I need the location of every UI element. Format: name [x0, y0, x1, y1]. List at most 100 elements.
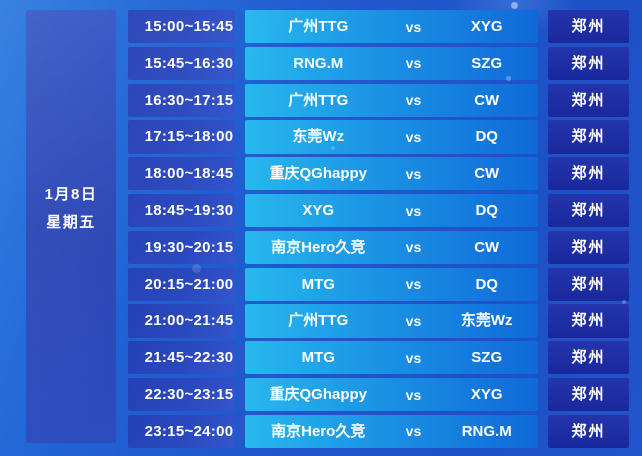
match-location-label: 郑州 — [571, 165, 606, 183]
vs-label: vs — [405, 128, 422, 145]
match-time-label: 15:00~15:45 — [144, 18, 234, 36]
match-location: 郑州 — [548, 304, 629, 338]
match-row: 20:15~21:00 MTG vs DQ 郑州 — [128, 267, 629, 301]
match-row: 15:00~15:45 广州TTG vs XYG 郑州 — [128, 10, 629, 44]
team2-name: CW — [474, 238, 500, 256]
match-time: 17:15~18:00 — [128, 120, 235, 154]
match-cell[interactable]: XYG vs DQ — [245, 193, 538, 228]
match-location: 郑州 — [548, 341, 629, 375]
team1-name: XYG — [302, 202, 335, 220]
match-location-label: 郑州 — [571, 91, 606, 109]
match-time-label: 20:15~21:00 — [144, 275, 234, 293]
team1-name: MTG — [301, 275, 335, 293]
schedule-rows: 15:00~15:45 广州TTG vs XYG 郑州 15:45~16:30 … — [128, 10, 629, 448]
team2-name: CW — [474, 165, 500, 183]
sparkle-dot — [622, 300, 626, 304]
team1-name: 南京Hero久竞 — [271, 422, 366, 440]
match-row: 17:15~18:00 东莞Wz vs DQ 郑州 — [128, 120, 629, 154]
match-time: 23:15~24:00 — [128, 414, 235, 448]
team2-name: SZG — [471, 54, 503, 72]
match-location-label: 郑州 — [571, 349, 606, 367]
team1-name: 南京Hero久竞 — [271, 238, 366, 256]
vs-label: vs — [405, 276, 422, 293]
vs-label: vs — [405, 423, 422, 440]
match-time-label: 17:15~18:00 — [144, 128, 234, 146]
team1-name: 重庆QGhappy — [269, 165, 367, 183]
team2-name: RNG.M — [461, 422, 512, 440]
match-time: 20:15~21:00 — [128, 267, 235, 301]
weekday-label: 星期五 — [46, 214, 96, 231]
match-row: 18:45~19:30 XYG vs DQ 郑州 — [128, 193, 629, 228]
date-panel: 1月8日 星期五 — [26, 10, 116, 443]
vs-label: vs — [405, 349, 422, 366]
match-cell[interactable]: 广州TTG vs 东莞Wz — [245, 304, 538, 338]
match-time: 16:30~17:15 — [128, 83, 235, 117]
match-location-label: 郑州 — [571, 128, 606, 146]
team1-name: 广州TTG — [288, 312, 349, 330]
sparkle-dot — [331, 146, 335, 150]
match-cell[interactable]: 南京Hero久竞 vs CW — [245, 230, 538, 264]
sparkle-dot — [192, 264, 201, 273]
vs-label: vs — [405, 92, 422, 109]
match-location: 郑州 — [548, 377, 629, 412]
match-cell[interactable]: MTG vs SZG — [245, 341, 538, 375]
match-time: 21:00~21:45 — [128, 304, 235, 338]
match-location: 郑州 — [548, 83, 629, 117]
vs-label: vs — [405, 165, 422, 182]
sparkle-dot — [506, 76, 511, 81]
match-location: 郑州 — [548, 120, 629, 154]
team2-name: XYG — [470, 386, 503, 404]
match-location-label: 郑州 — [571, 202, 606, 220]
team2-name: XYG — [470, 18, 503, 36]
match-location-label: 郑州 — [571, 275, 606, 293]
team1-name: MTG — [301, 349, 335, 367]
vs-label: vs — [405, 55, 422, 72]
match-row: 21:00~21:45 广州TTG vs 东莞Wz 郑州 — [128, 304, 629, 338]
team2-name: CW — [474, 91, 500, 109]
match-time-label: 22:30~23:15 — [144, 386, 234, 404]
match-cell[interactable]: 广州TTG vs XYG — [245, 10, 538, 44]
match-time-label: 18:45~19:30 — [144, 202, 234, 220]
match-cell[interactable]: RNG.M vs SZG — [245, 46, 538, 80]
match-row: 15:45~16:30 RNG.M vs SZG 郑州 — [128, 46, 629, 80]
team2-name: DQ — [475, 275, 498, 293]
match-location: 郑州 — [548, 46, 629, 80]
match-time: 15:45~16:30 — [128, 46, 235, 80]
match-time-label: 21:00~21:45 — [144, 312, 234, 330]
match-cell[interactable]: 南京Hero久竞 vs RNG.M — [245, 414, 538, 448]
team2-name: DQ — [475, 202, 498, 220]
match-row: 23:15~24:00 南京Hero久竞 vs RNG.M 郑州 — [128, 414, 629, 448]
match-cell[interactable]: 重庆QGhappy vs XYG — [245, 377, 538, 412]
match-row: 16:30~17:15 广州TTG vs CW 郑州 — [128, 83, 629, 117]
match-row: 18:00~18:45 重庆QGhappy vs CW 郑州 — [128, 157, 629, 191]
vs-label: vs — [405, 239, 422, 256]
team2-name: 东莞Wz — [460, 312, 513, 330]
vs-label: vs — [405, 386, 422, 403]
team1-name: 重庆QGhappy — [269, 386, 367, 404]
team1-name: 广州TTG — [288, 18, 349, 36]
team1-name: RNG.M — [293, 54, 344, 72]
match-time: 22:30~23:15 — [128, 377, 235, 412]
match-time: 15:00~15:45 — [128, 10, 235, 44]
match-location: 郑州 — [548, 193, 629, 228]
match-time-label: 18:00~18:45 — [144, 165, 234, 183]
match-time: 21:45~22:30 — [128, 341, 235, 375]
match-cell[interactable]: MTG vs DQ — [245, 267, 538, 301]
match-cell[interactable]: 广州TTG vs CW — [245, 83, 538, 117]
match-row: 19:30~20:15 南京Hero久竞 vs CW 郑州 — [128, 230, 629, 264]
match-location-label: 郑州 — [571, 312, 606, 330]
match-time: 19:30~20:15 — [128, 230, 235, 264]
match-location-label: 郑州 — [571, 238, 606, 256]
vs-label: vs — [405, 18, 422, 35]
match-row: 21:45~22:30 MTG vs SZG 郑州 — [128, 341, 629, 375]
sparkle-dot — [511, 2, 518, 9]
match-time-label: 23:15~24:00 — [144, 422, 234, 440]
vs-label: vs — [405, 202, 422, 219]
match-time-label: 16:30~17:15 — [144, 91, 234, 109]
match-cell[interactable]: 重庆QGhappy vs CW — [245, 157, 538, 191]
match-cell[interactable]: 东莞Wz vs DQ — [245, 120, 538, 154]
match-location-label: 郑州 — [571, 54, 606, 72]
team1-name: 东莞Wz — [292, 128, 345, 146]
vs-label: vs — [405, 312, 422, 329]
